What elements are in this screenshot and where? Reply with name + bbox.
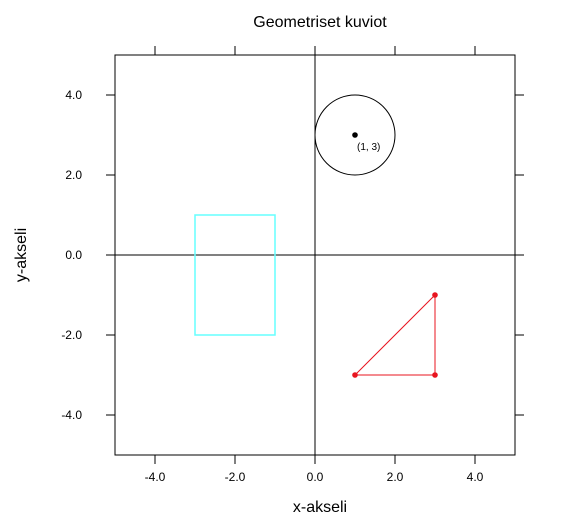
x-tick-label: -4.0: [145, 470, 166, 484]
x-tick-label: 4.0: [467, 470, 484, 484]
annotation-label: (1, 3): [357, 142, 380, 153]
triangle-vertex-point: [352, 372, 358, 378]
plot-area: -4.0 -2.0 0.0 2.0 4.0 -4.0 -2.0 0.0 2.0 4.0 (1, 3): [61, 46, 524, 484]
rectangle-shape: [194, 214, 276, 336]
x-tick-label: -2.0: [225, 470, 246, 484]
circle-shape: [314, 94, 396, 176]
chart-title: Geometriset kuviot: [253, 14, 387, 31]
triangle-vertex-point: [432, 292, 438, 298]
triangle-vertex-point: [432, 372, 438, 378]
y-tick-label: 0.0: [65, 248, 82, 262]
triangle-shape: [353, 293, 436, 376]
x-tick-label: 2.0: [387, 470, 404, 484]
y-tick-label: 4.0: [65, 88, 82, 102]
y-tick-label: -2.0: [61, 328, 82, 342]
y-axis-title: y-akseli: [13, 228, 30, 282]
y-tick-label: 2.0: [65, 168, 82, 182]
x-axis-title: x-akseli: [293, 499, 347, 516]
y-tick-label: -4.0: [61, 408, 82, 422]
x-tick-label: 0.0: [307, 470, 324, 484]
circle-center-point: [352, 132, 358, 138]
